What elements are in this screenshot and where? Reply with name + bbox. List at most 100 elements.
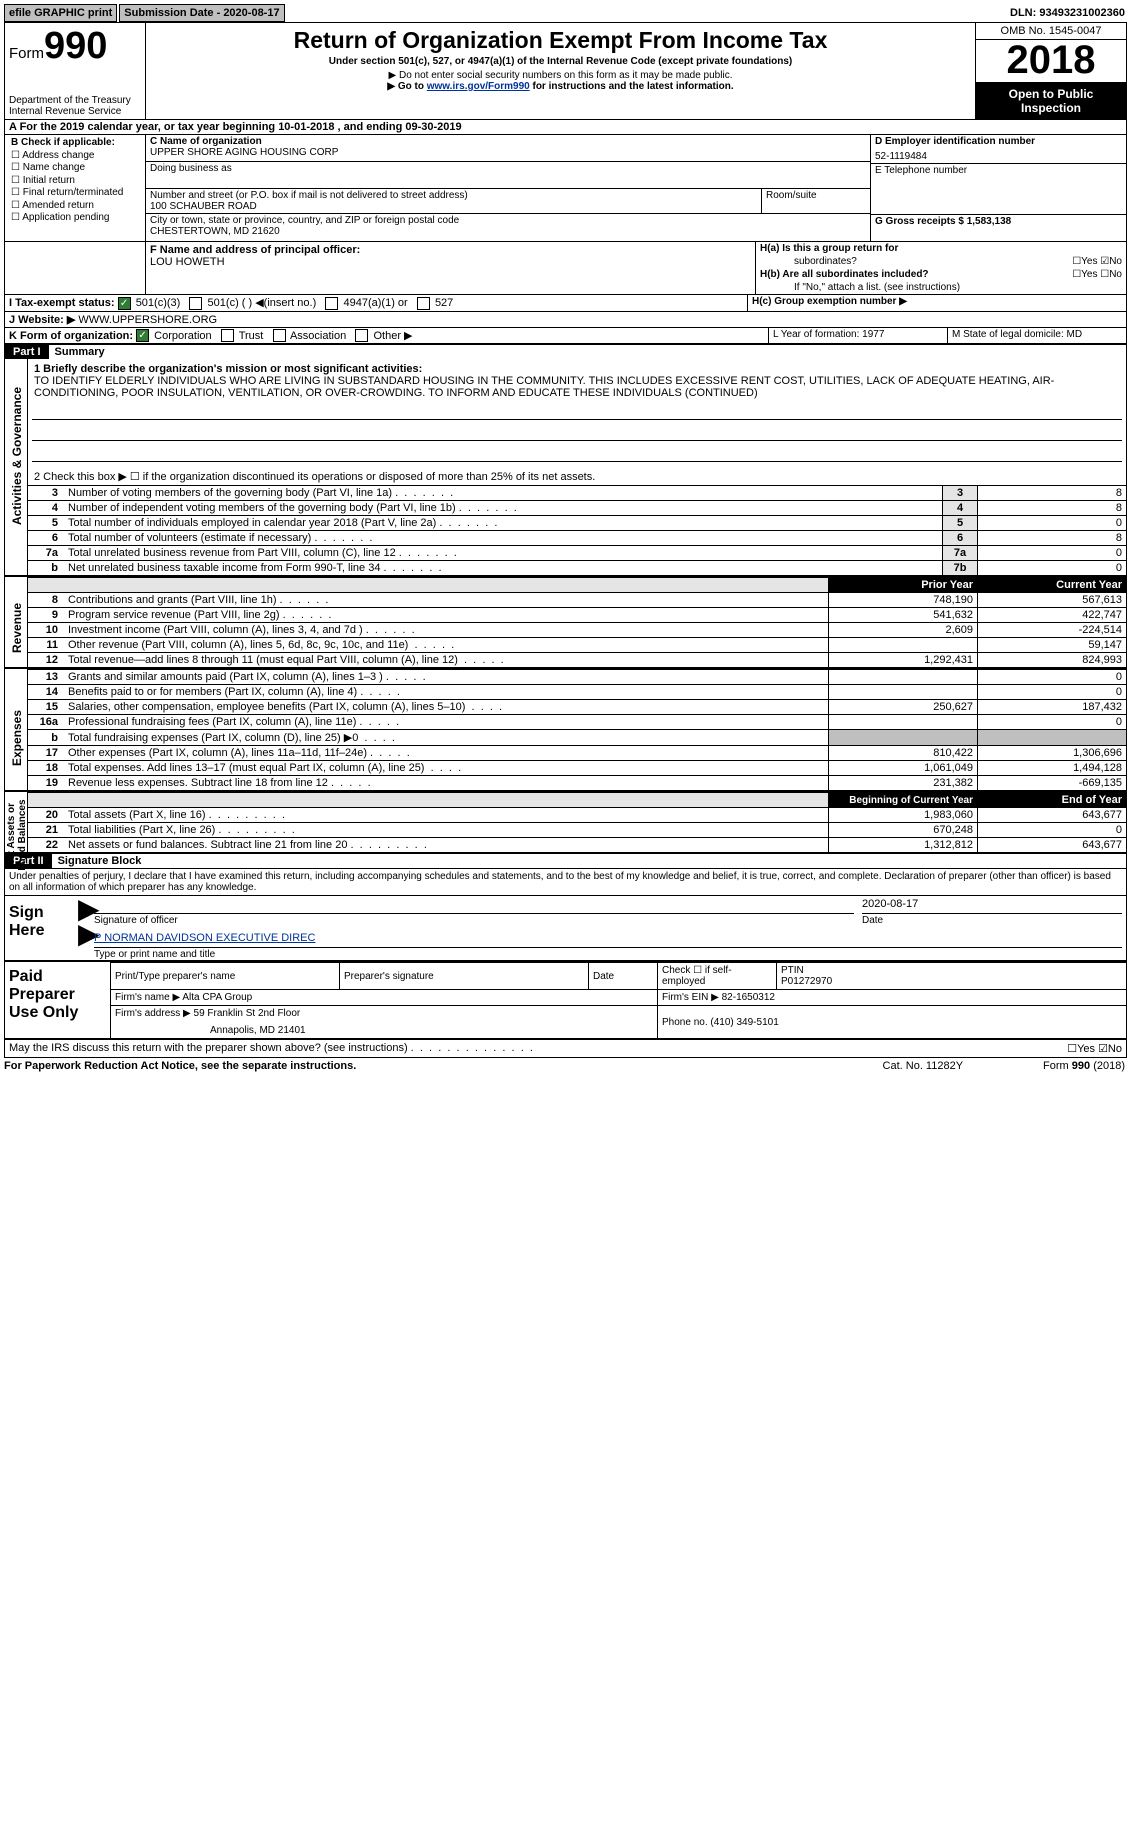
firm-addr-label: Firm's address ▶ [115, 1008, 194, 1019]
table-row: bTotal fundraising expenses (Part IX, co… [28, 730, 1126, 746]
firm-ein-label: Firm's EIN ▶ [662, 992, 722, 1003]
subtitle: Under section 501(c), 527, or 4947(a)(1)… [152, 56, 969, 67]
hb-label: H(b) Are all subordinates included? [760, 269, 1072, 280]
rev-section: Revenue Prior YearCurrent Year 8Contribu… [5, 575, 1126, 667]
prep-h3: Date [589, 963, 658, 990]
fo-opt2: Trust [239, 330, 264, 342]
prep-ptin-label: PTIN [781, 965, 804, 976]
table-row: 11Other revenue (Part VIII, column (A), … [28, 638, 1126, 653]
note2: ▶ Go to www.irs.gov/Form990 for instruct… [152, 81, 969, 92]
chk-address[interactable]: ☐ Address change [11, 150, 143, 163]
chk-name[interactable]: ☐ Name change [11, 162, 143, 175]
footer: For Paperwork Reduction Act Notice, see … [4, 1058, 1125, 1072]
chk-4947[interactable] [325, 297, 338, 310]
chk-501c3[interactable]: ✓ [118, 297, 131, 310]
table-row: 20Total assets (Part X, line 16) . . . .… [28, 808, 1126, 823]
table-row: 7aTotal unrelated business revenue from … [28, 546, 1126, 561]
na-hdr-table: Beginning of Current YearEnd of Year [28, 792, 1126, 807]
officer-name-label: Type or print name and title [94, 947, 1122, 960]
chk-527[interactable] [417, 297, 430, 310]
mission-line3 [32, 447, 1122, 462]
vlabel-gov: Activities & Governance [10, 376, 24, 536]
org-name: UPPER SHORE AGING HOUSING CORP [150, 147, 866, 158]
part1-title: Summary [49, 345, 111, 359]
ts-opt3: 4947(a)(1) or [344, 297, 408, 309]
officer-name: LOU HOWETH [150, 256, 751, 268]
ts-label: I Tax-exempt status: [9, 297, 115, 309]
chk-final[interactable]: ☐ Final return/terminated [11, 187, 143, 200]
section-b: B Check if applicable: ☐ Address change … [5, 135, 146, 241]
officer-name-link[interactable]: P NORMAN DAVIDSON EXECUTIVE DIREC [94, 932, 315, 944]
tax-status-row: I Tax-exempt status: ✓ 501(c)(3) 501(c) … [5, 295, 1126, 312]
hb-note: If "No," attach a list. (see instruction… [756, 281, 1126, 294]
firm-label: Firm's name ▶ [115, 992, 182, 1003]
name-label: C Name of organization [150, 136, 866, 147]
header: Form990 Department of the Treasury Inter… [5, 23, 1126, 120]
room-label: Room/suite [762, 189, 870, 213]
firm-ein: 82-1650312 [722, 992, 775, 1003]
chk-app-pending[interactable]: ☐ Application pending [11, 212, 143, 225]
table-row: 5Total number of individuals employed in… [28, 516, 1126, 531]
table-row: 15Salaries, other compensation, employee… [28, 700, 1126, 715]
part1-hdr: Part I Summary [5, 344, 1126, 359]
tel-label: E Telephone number [871, 164, 1126, 215]
discuss-row: May the IRS discuss this return with the… [5, 1040, 1126, 1057]
declaration: Under penalties of perjury, I declare th… [5, 868, 1126, 896]
table-row: 4Number of independent voting members of… [28, 501, 1126, 516]
chk-corp[interactable]: ✓ [136, 329, 149, 342]
ts-opt1: 501(c)(3) [136, 297, 181, 309]
hb-answer[interactable]: ☐Yes ☐No [1072, 269, 1122, 280]
sectb-label: B Check if applicable: [11, 137, 143, 150]
table-row: 14Benefits paid to or for members (Part … [28, 685, 1126, 700]
year-formation: L Year of formation: 1977 [769, 328, 948, 344]
gov-section: Activities & Governance 1 Briefly descri… [5, 359, 1126, 575]
footer-left: For Paperwork Reduction Act Notice, see … [4, 1060, 356, 1072]
website-label: J Website: ▶ [9, 314, 75, 326]
table-row: 6Total number of volunteers (estimate if… [28, 531, 1126, 546]
na-table: 20Total assets (Part X, line 16) . . . .… [28, 807, 1126, 852]
current-year-hdr: Current Year [978, 578, 1127, 593]
note2-post: for instructions and the latest informat… [530, 81, 734, 92]
tax-year: 2018 [976, 40, 1126, 83]
submission-date: Submission Date - 2020-08-17 [119, 4, 284, 22]
chk-501c[interactable] [189, 297, 202, 310]
firm-addr1: 59 Franklin St 2nd Floor [194, 1008, 301, 1019]
footer-cat: Cat. No. 11282Y [883, 1060, 964, 1072]
chk-assoc[interactable] [273, 329, 286, 342]
dba-label: Doing business as [150, 163, 866, 174]
prep-h1: Print/Type preparer's name [111, 963, 340, 990]
rev-table: Prior YearCurrent Year [28, 577, 1126, 592]
tax-status: I Tax-exempt status: ✓ 501(c)(3) 501(c) … [5, 295, 748, 311]
prep-label: Paid Preparer Use Only [5, 962, 110, 1038]
discuss-a[interactable]: ☐Yes ☑No [1067, 1042, 1122, 1055]
chk-trust[interactable] [221, 329, 234, 342]
firm-phone: (410) 349-5101 [710, 1017, 778, 1028]
dln: DLN: 93493231002360 [1010, 7, 1125, 19]
city: CHESTERTOWN, MD 21620 [150, 226, 866, 237]
vlabel-na: Net Assets orFund Balances [6, 755, 28, 915]
note2-pre: ▶ Go to [387, 81, 426, 92]
prep-ptin: P01272970 [781, 976, 832, 987]
instructions-link[interactable]: www.irs.gov/Form990 [427, 81, 530, 92]
table-row: 21Total liabilities (Part X, line 26) . … [28, 823, 1126, 838]
gross-receipts: G Gross receipts $ 1,583,138 [871, 215, 1126, 241]
mission-line1 [32, 405, 1122, 420]
chk-other[interactable] [355, 329, 368, 342]
fo-opt3: Association [290, 330, 346, 342]
dept1: Department of the Treasury [9, 95, 141, 106]
end-year-hdr: End of Year [978, 793, 1127, 808]
section-bcd: B Check if applicable: ☐ Address change … [5, 135, 1126, 242]
open-to-public: Open to Public Inspection [976, 83, 1126, 119]
table-row: 8Contributions and grants (Part VIII, li… [28, 593, 1126, 608]
exp-section: Expenses 13Grants and similar amounts pa… [5, 667, 1126, 790]
chk-amended[interactable]: ☐ Amended return [11, 200, 143, 213]
ha-answer[interactable]: ☐Yes ☑No [1072, 256, 1122, 267]
website-row: J Website: ▶ WWW.UPPERSHORE.ORG [5, 312, 1126, 328]
fiscal-year: A For the 2019 calendar year, or tax yea… [5, 120, 1126, 135]
na-section: Net Assets orFund Balances Beginning of … [5, 790, 1126, 852]
chk-initial[interactable]: ☐ Initial return [11, 175, 143, 188]
gov-q2: 2 Check this box ▶ ☐ if the organization… [28, 464, 1126, 485]
prep-self-emp[interactable]: Check ☐ if self-employed [658, 963, 777, 990]
section-h: H(a) Is this a group return for subordin… [756, 242, 1126, 294]
efile-print[interactable]: efile GRAPHIC print [4, 4, 117, 22]
